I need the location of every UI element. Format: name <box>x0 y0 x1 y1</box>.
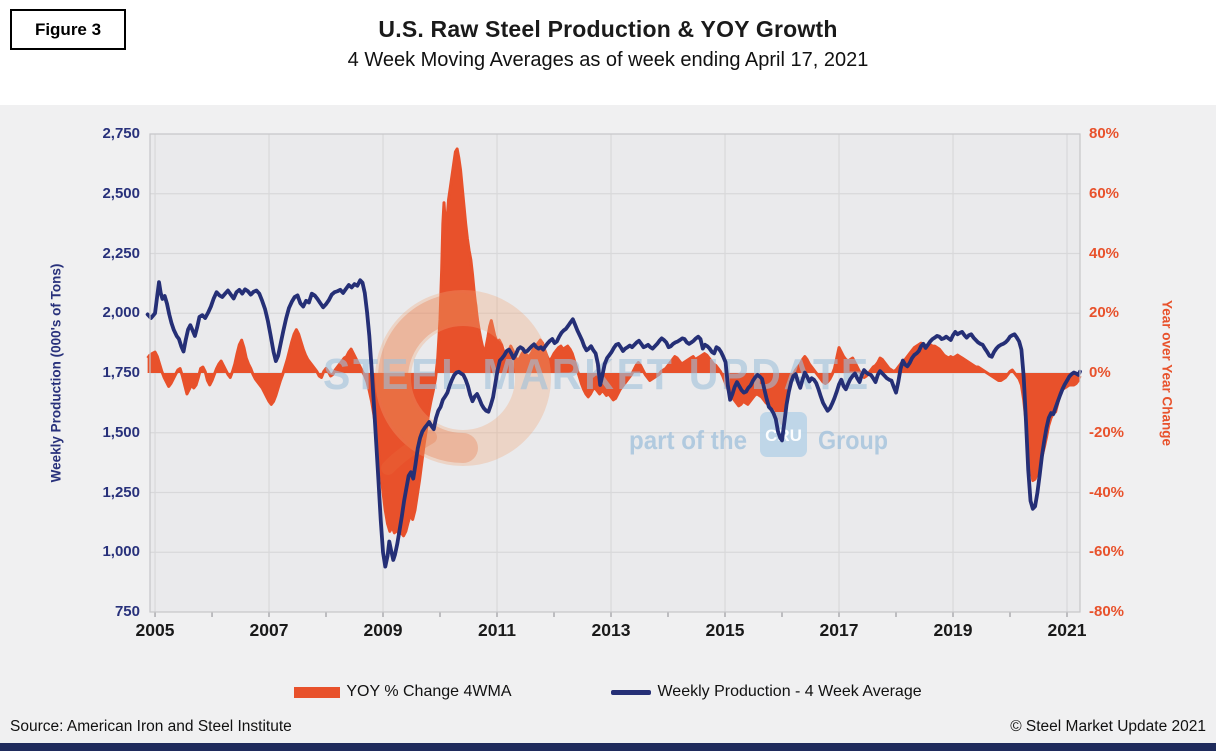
y-right-tick-label: 40% <box>1089 244 1120 262</box>
y-right-tick-label: -20% <box>1089 423 1125 441</box>
y-left-tick-label: 2,750 <box>102 125 140 142</box>
y-left-tick-label: 1,000 <box>102 543 140 561</box>
x-tick-label: 2013 <box>591 620 631 640</box>
y-right-tick-label: 80% <box>1089 125 1120 142</box>
plot-border <box>149 133 1081 613</box>
y-right-tick-label: 20% <box>1089 304 1120 322</box>
x-tick-label: 2015 <box>705 620 745 640</box>
figure-label: Figure 3 <box>10 9 126 50</box>
legend-label-yoy: YOY % Change 4WMA <box>346 683 512 700</box>
x-tick-label: 2019 <box>933 620 973 640</box>
y-right-tick-label: 60% <box>1089 184 1120 202</box>
x-tick-label: 2021 <box>1047 620 1087 640</box>
production-line <box>145 278 1082 569</box>
x-tick-label: 2005 <box>135 620 175 640</box>
chart-subtitle: 4 Week Moving Averages as of week ending… <box>347 49 869 71</box>
left-axis-title: Weekly Production (000's of Tons) <box>48 263 64 483</box>
y-left-tick-label: 1,750 <box>102 364 140 381</box>
y-right-tick-label: -80% <box>1089 603 1125 620</box>
legend: YOY % Change 4WMA Weekly Production - 4 … <box>0 683 1216 701</box>
source-note: Source: American Iron and Steel Institut… <box>10 718 292 735</box>
watermark-ring-icon <box>375 290 551 466</box>
legend-item-production: Weekly Production - 4 Week Average <box>611 683 922 701</box>
legend-label-production: Weekly Production - 4 Week Average <box>657 683 922 700</box>
copyright-note: © Steel Market Update 2021 <box>1010 718 1206 735</box>
x-tick-label: 2009 <box>363 620 403 640</box>
yoy-area <box>147 148 1081 536</box>
y-right-tick-label: -40% <box>1089 483 1125 501</box>
production-line-swatch <box>611 689 652 695</box>
y-left-tick-label: 2,250 <box>102 244 140 262</box>
y-left-tick-label: 2,500 <box>102 184 140 202</box>
watermark-text-prefix: part of the <box>629 425 747 455</box>
bottom-accent-bar <box>0 743 1216 751</box>
x-tick-label: 2017 <box>819 620 859 640</box>
y-left-tick-label: 1,250 <box>102 483 140 501</box>
x-tick-label: 2007 <box>249 620 289 640</box>
legend-item-yoy: YOY % Change 4WMA <box>294 683 511 701</box>
x-tick-label: 2011 <box>478 620 516 640</box>
y-right-tick-label: -60% <box>1089 543 1125 561</box>
yoy-area-swatch <box>294 686 341 698</box>
watermark-text-suffix: Group <box>818 425 888 455</box>
y-left-tick-label: 2,000 <box>102 304 140 322</box>
chart-title: U.S. Raw Steel Production & YOY Growth <box>378 16 838 42</box>
y-left-tick-label: 750 <box>114 603 140 620</box>
watermark-swoosh-tail-icon <box>381 430 437 475</box>
y-left-tick-label: 1,500 <box>102 423 140 441</box>
watermark-swoosh-icon <box>378 293 478 463</box>
y-right-tick-label: 0% <box>1089 364 1111 381</box>
